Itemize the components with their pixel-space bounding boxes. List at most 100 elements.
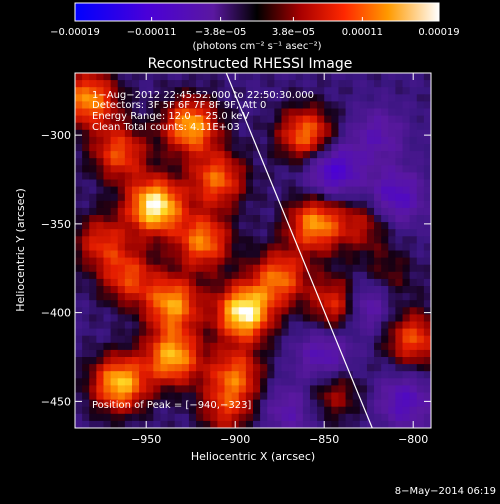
heatmap-cell — [338, 179, 347, 188]
heatmap-cell — [267, 243, 275, 252]
heatmap-cell — [317, 349, 325, 358]
heatmap-cell — [146, 229, 154, 237]
heatmap-cell — [82, 250, 90, 259]
heatmap-cell — [82, 264, 90, 273]
heatmap-cell — [281, 151, 290, 159]
heatmap-cell — [309, 364, 318, 372]
heatmap-cell — [174, 172, 183, 181]
heatmap-cell — [253, 73, 261, 81]
heatmap-cell — [181, 193, 190, 202]
heatmap-cell — [267, 293, 275, 301]
heatmap-cell — [245, 278, 254, 287]
heatmap-cell — [96, 207, 105, 216]
heatmap-cell — [131, 328, 140, 337]
heatmap-cell — [288, 399, 297, 408]
heatmap-cell — [96, 413, 105, 422]
heatmap-cell — [188, 215, 197, 223]
heatmap-cell — [75, 250, 83, 259]
heatmap-cell — [331, 144, 340, 152]
heatmap-cell — [324, 413, 332, 422]
heatmap-cell — [317, 378, 325, 386]
heatmap-cell — [295, 200, 304, 209]
heatmap-cell — [295, 158, 304, 166]
heatmap-cell — [317, 151, 325, 159]
heatmap-cell — [181, 243, 190, 252]
heatmap-cell — [374, 172, 382, 181]
heatmap-cell — [82, 413, 90, 422]
heatmap-cell — [402, 108, 411, 117]
heatmap-cell — [331, 73, 340, 81]
heatmap-cell — [153, 101, 162, 110]
heatmap-cell — [267, 193, 275, 202]
heatmap-cell — [317, 129, 325, 138]
heatmap-cell — [231, 271, 240, 280]
heatmap-cell — [188, 293, 197, 301]
annotation-energy: Energy Range: 12.0 − 25.0 keV — [92, 111, 249, 122]
heatmap-cell — [253, 172, 261, 181]
heatmap-cell — [160, 94, 169, 102]
heatmap-cell — [124, 101, 133, 110]
heatmap-cell — [110, 342, 119, 351]
heatmap-cell — [374, 286, 382, 294]
heatmap-cell — [416, 278, 425, 287]
heatmap-cell — [317, 385, 325, 394]
heatmap-cell — [274, 314, 283, 323]
heatmap-cell — [324, 264, 332, 273]
heatmap-cell — [366, 136, 375, 145]
heatmap-cell — [366, 385, 375, 394]
heatmap-cell — [188, 349, 197, 358]
heatmap-cell — [217, 257, 226, 266]
heatmap-cell — [395, 293, 404, 301]
heatmap-cell — [238, 349, 247, 358]
heatmap-cell — [124, 108, 133, 117]
heatmap-cell — [295, 207, 304, 216]
heatmap-cell — [359, 293, 368, 301]
heatmap-cell — [317, 179, 325, 188]
heatmap-cell — [181, 342, 190, 351]
heatmap-cell — [338, 250, 347, 259]
heatmap-cell — [160, 87, 169, 95]
heatmap-cell — [416, 207, 425, 216]
heatmap-cell — [196, 207, 204, 216]
heatmap-cell — [281, 73, 290, 81]
heatmap-cell — [82, 144, 90, 152]
heatmap-cell — [174, 94, 183, 102]
heatmap-cell — [253, 406, 261, 415]
heatmap-cell — [89, 307, 97, 315]
heatmap-cell — [416, 357, 425, 365]
heatmap-cell — [210, 413, 218, 422]
heatmap-cell — [423, 94, 431, 102]
heatmap-cell — [331, 108, 340, 117]
heatmap-cell — [388, 236, 396, 244]
heatmap-cell — [295, 342, 304, 351]
annotation-peak: Position of Peak = [−940,−323] — [92, 400, 251, 411]
heatmap-cell — [359, 73, 368, 81]
heatmap-cell — [203, 257, 211, 266]
heatmap-cell — [181, 80, 190, 88]
heatmap-cell — [423, 207, 431, 216]
heatmap-cell — [317, 236, 325, 244]
heatmap-cell — [224, 172, 233, 181]
heatmap-cell — [388, 122, 396, 131]
heatmap-cell — [281, 193, 290, 202]
heatmap-cell — [167, 73, 176, 81]
heatmap-cell — [153, 115, 162, 124]
heatmap-cell — [203, 378, 211, 386]
heatmap-cell — [317, 371, 325, 379]
heatmap-cell — [75, 406, 83, 415]
heatmap-cell — [345, 307, 354, 315]
heatmap-cell — [174, 406, 183, 415]
heatmap-cell — [324, 357, 332, 365]
heatmap-cell — [124, 186, 133, 195]
heatmap-cell — [110, 87, 119, 95]
heatmap-cell — [103, 371, 112, 379]
heatmap-cell — [196, 108, 204, 117]
heatmap-cell — [324, 314, 332, 323]
heatmap-cell — [260, 314, 268, 323]
heatmap-cell — [302, 342, 311, 351]
heatmap-cell — [324, 307, 332, 315]
heatmap-cell — [395, 378, 404, 386]
heatmap-cell — [295, 357, 304, 365]
heatmap-cell — [124, 385, 133, 394]
